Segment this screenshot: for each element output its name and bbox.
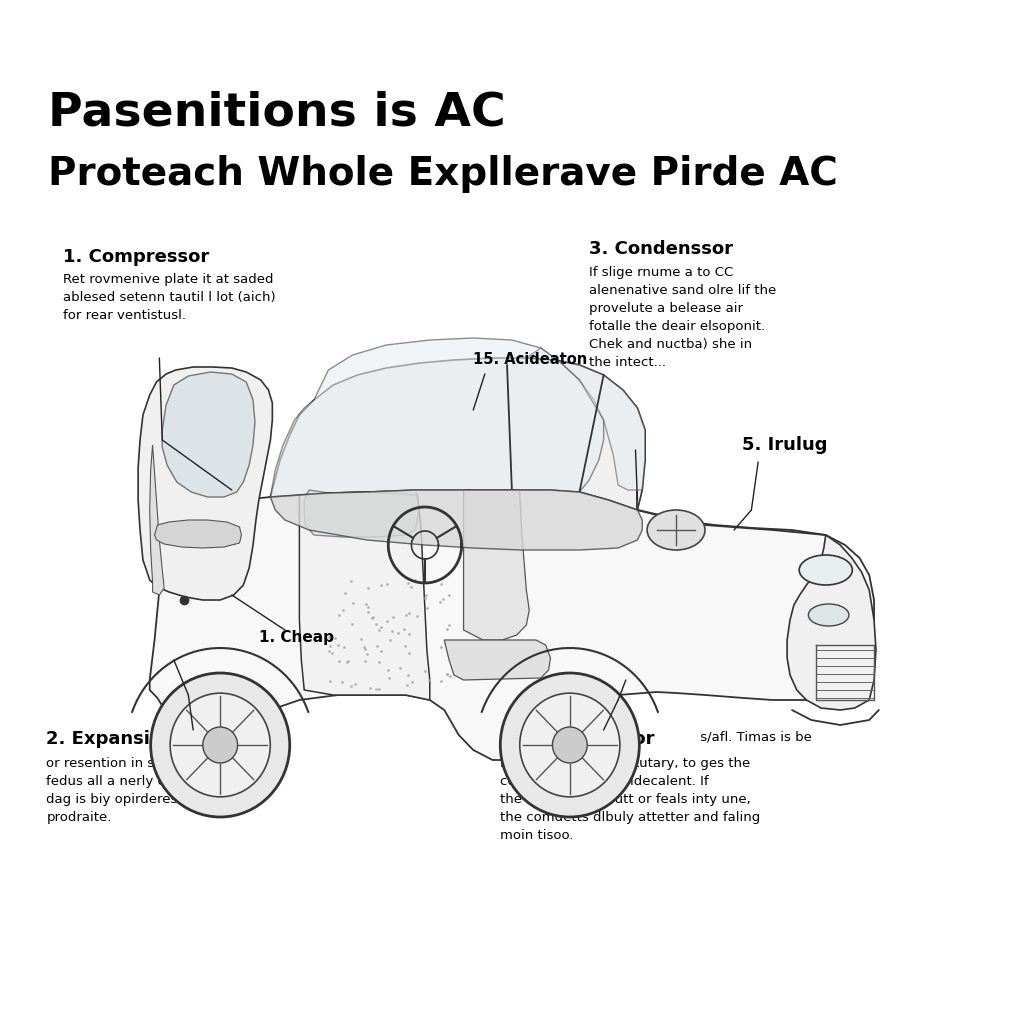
Text: 5. Irulug: 5. Irulug [741, 436, 827, 454]
Polygon shape [162, 372, 255, 497]
Circle shape [203, 727, 238, 763]
Text: Ret rovmenive plate it at saded
ablesed setenn tautil l lot (aich)
for rear vent: Ret rovmenive plate it at saded ablesed … [62, 273, 275, 322]
Polygon shape [299, 492, 430, 700]
Polygon shape [150, 490, 874, 760]
Text: Pasenitions is AC: Pasenitions is AC [48, 90, 506, 135]
Circle shape [552, 727, 587, 763]
Text: or resention in stufteraly for
fedus all a nerly clite ayilter.
dag is biy opird: or resention in stufteraly for fedus all… [46, 757, 236, 824]
Circle shape [501, 673, 639, 817]
Text: 3. Condenssor: 3. Condenssor [589, 240, 733, 258]
Ellipse shape [647, 510, 706, 550]
Text: 15. Acideaton: 15. Acideaton [473, 352, 588, 367]
Polygon shape [526, 348, 645, 490]
Text: lints in freals, on hakutary, to ges the
cussgee fom my evidecalent. If
the comf: lints in freals, on hakutary, to ges the… [501, 757, 761, 842]
Polygon shape [138, 367, 272, 600]
Polygon shape [155, 520, 242, 548]
Ellipse shape [799, 555, 852, 585]
Polygon shape [444, 640, 551, 680]
Polygon shape [150, 445, 164, 595]
Polygon shape [270, 490, 642, 550]
Text: s/afl. Timas is be: s/afl. Timas is be [696, 730, 812, 743]
Polygon shape [304, 490, 419, 537]
Polygon shape [787, 535, 876, 710]
Polygon shape [270, 358, 645, 510]
Circle shape [520, 693, 620, 797]
Circle shape [151, 673, 290, 817]
Circle shape [170, 693, 270, 797]
Text: If slige rnume a to CC
alenenative sand olre lif the
provelute a belease air
fot: If slige rnume a to CC alenenative sand … [589, 266, 776, 369]
Polygon shape [464, 490, 529, 640]
Ellipse shape [808, 604, 849, 626]
Text: 1. Cheap: 1. Cheap [259, 630, 334, 645]
Polygon shape [270, 338, 603, 497]
Text: 3. Ctangnensor: 3. Ctangnensor [501, 730, 654, 748]
Text: 2. Expansion Valve: 2. Expansion Valve [46, 730, 237, 748]
Text: Proteach Whole Expllerave Pirde AC: Proteach Whole Expllerave Pirde AC [48, 155, 839, 193]
Text: 1. Compressor: 1. Compressor [62, 248, 209, 266]
